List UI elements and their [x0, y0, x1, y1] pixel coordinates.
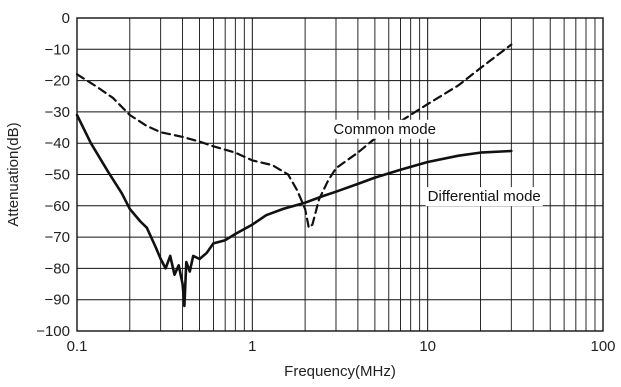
y-tick-label: −10	[45, 41, 70, 58]
x-tick-label: 100	[590, 338, 615, 355]
y-tick-label: −50	[45, 167, 70, 184]
x-tick-labels: 0.1 1 10 100	[67, 338, 616, 355]
annotation-background	[331, 119, 438, 139]
x-tick-label: 0.1	[67, 338, 88, 355]
y-tick-label: 0	[62, 10, 70, 27]
y-tick-labels: 0 −10 −20 −30 −40 −50 −60 −70 −80 −90 −100	[36, 10, 70, 340]
series-layer	[75, 43, 513, 308]
y-axis-title: Attenuation(dB)	[5, 122, 22, 226]
y-tick-label: −90	[45, 292, 70, 309]
annotation-label: Common mode	[333, 121, 436, 138]
y-tick-label: −60	[45, 198, 70, 215]
x-axis-title: Frequency(MHz)	[284, 363, 396, 380]
y-tick-label: −100	[36, 323, 70, 340]
annotation-label: Differential mode	[428, 188, 541, 205]
y-tick-label: −80	[45, 260, 70, 277]
y-tick-label: −70	[45, 229, 70, 246]
x-tick-label: 1	[248, 338, 256, 355]
plot-frame	[76, 17, 604, 332]
y-tick-label: −20	[45, 73, 70, 90]
annotation-background	[425, 187, 543, 207]
y-tick-label: −30	[45, 104, 70, 121]
annotations: Common mode Differential mode	[331, 119, 543, 207]
series-line-differential-mode	[75, 113, 513, 308]
x-tick-label: 10	[419, 338, 436, 355]
y-tick-label: −40	[45, 135, 70, 152]
grid	[77, 18, 603, 331]
